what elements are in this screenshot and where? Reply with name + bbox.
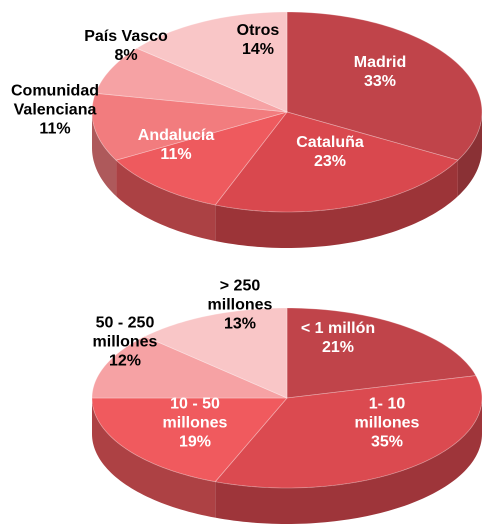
slice-name: País Vasco (84, 28, 168, 45)
pie-slice (91, 92, 288, 161)
data-label: 1- 10 millones 35% (342, 395, 432, 452)
slice-name: < 1 millón (300, 320, 376, 337)
pie-side (457, 112, 482, 197)
data-label: Cataluña 23% (270, 133, 390, 171)
data-label: País Vasco 8% (66, 27, 186, 65)
slice-name: 10 - 50 millones (162, 395, 228, 432)
slice-value: 19% (178, 433, 212, 451)
data-label: Comunidad Valenciana 11% (3, 82, 108, 139)
pie-slice (115, 111, 289, 206)
slice-name: > 250 millones (207, 277, 273, 314)
data-label: Otros 14% (218, 21, 298, 59)
slice-value: 13% (223, 315, 257, 333)
pie-side (215, 160, 458, 248)
slice-value: 23% (313, 153, 347, 170)
data-label: 50 - 250 millones 12% (70, 314, 180, 371)
slice-name: Cataluña (296, 134, 364, 151)
pie-slice (91, 397, 288, 483)
pie-slice (91, 335, 288, 399)
pie-slice (286, 307, 477, 399)
data-label: Madrid 33% (320, 53, 440, 91)
pie-slice (94, 47, 288, 113)
pie-slice (143, 307, 288, 399)
slice-name: 50 - 250 millones (92, 314, 158, 351)
slice-value: 21% (321, 339, 355, 356)
data-label: < 1 millón 21% (278, 319, 398, 357)
pie-slice (135, 11, 288, 113)
pie-side (92, 112, 117, 197)
pie-slice (286, 11, 483, 161)
slice-name: Comunidad Valenciana (11, 82, 99, 119)
slice-name: Otros (236, 22, 280, 39)
slice-name: Andalucía (137, 127, 215, 144)
data-label: Andalucía 11% (116, 126, 236, 164)
pie-side (116, 160, 216, 241)
pie-slice (214, 375, 483, 489)
pie-slice (214, 111, 459, 213)
pie-side (92, 398, 216, 518)
slice-value: 11% (39, 120, 71, 138)
slice-value: 8% (114, 47, 138, 64)
slice-value: 11% (160, 146, 192, 163)
slice-name: 1- 10 millones (354, 395, 420, 432)
data-label: > 250 millones 13% (195, 277, 285, 334)
data-label: 10 - 50 millones 19% (153, 395, 238, 452)
slice-name: Madrid (353, 54, 407, 71)
slice-value: 35% (370, 433, 404, 451)
slice-value: 14% (241, 41, 275, 58)
pie-side (215, 398, 483, 524)
slice-value: 12% (108, 352, 142, 370)
slice-value: 33% (363, 73, 397, 90)
